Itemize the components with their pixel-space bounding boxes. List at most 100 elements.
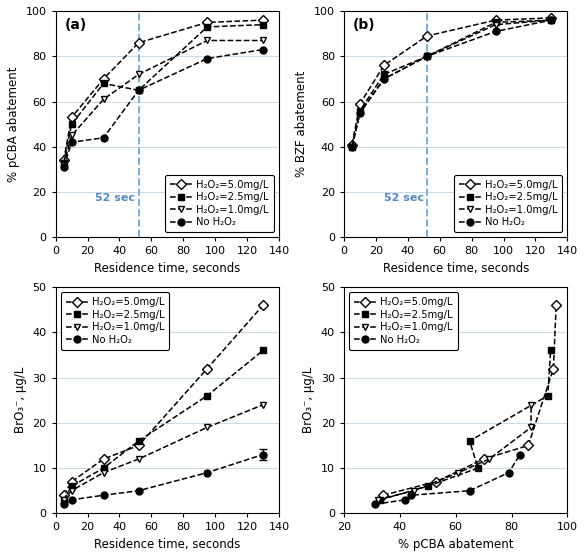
Line: H₂O₂=1.0mg/L: H₂O₂=1.0mg/L <box>60 401 267 503</box>
H₂O₂=5.0mg/L <box>349 141 356 148</box>
H₂O₂=1.0mg/L <box>260 37 267 44</box>
H₂O₂=1.0mg/L <box>60 497 67 503</box>
Y-axis label: % pCBA abatement: % pCBA abatement <box>7 66 20 182</box>
H₂O₂=1.0mg/L <box>548 17 555 23</box>
H₂O₂=1.0mg/L <box>135 456 142 463</box>
H₂O₂=2.5mg/L <box>100 80 107 87</box>
No H₂O₂ <box>135 87 142 94</box>
H₂O₂=5.0mg/L <box>204 19 211 26</box>
No H₂O₂ <box>356 109 363 116</box>
No H₂O₂ <box>60 501 67 508</box>
H₂O₂=5.0mg/L <box>433 478 440 485</box>
H₂O₂=2.5mg/L <box>68 483 75 489</box>
H₂O₂=5.0mg/L <box>60 157 67 163</box>
H₂O₂=2.5mg/L <box>260 347 267 354</box>
H₂O₂=5.0mg/L <box>100 456 107 463</box>
Text: 52 sec: 52 sec <box>95 194 135 203</box>
Legend: H₂O₂=5.0mg/L, H₂O₂=2.5mg/L, H₂O₂=1.0mg/L, No H₂O₂: H₂O₂=5.0mg/L, H₂O₂=2.5mg/L, H₂O₂=1.0mg/L… <box>166 175 274 232</box>
H₂O₂=2.5mg/L <box>349 143 356 150</box>
H₂O₂=5.0mg/L <box>135 442 142 449</box>
No H₂O₂ <box>100 134 107 141</box>
X-axis label: % pCBA abatement: % pCBA abatement <box>398 538 514 551</box>
No H₂O₂ <box>371 501 378 508</box>
Line: H₂O₂=1.0mg/L: H₂O₂=1.0mg/L <box>60 37 267 169</box>
Line: No H₂O₂: No H₂O₂ <box>349 17 555 150</box>
H₂O₂=1.0mg/L <box>486 456 493 463</box>
Line: No H₂O₂: No H₂O₂ <box>60 46 267 171</box>
H₂O₂=1.0mg/L <box>374 497 381 503</box>
H₂O₂=1.0mg/L <box>492 21 499 28</box>
Y-axis label: % BZF abatement: % BZF abatement <box>295 71 308 177</box>
H₂O₂=1.0mg/L <box>410 487 417 494</box>
No H₂O₂ <box>260 451 267 458</box>
H₂O₂=2.5mg/L <box>492 19 499 26</box>
H₂O₂=2.5mg/L <box>377 497 384 503</box>
H₂O₂=2.5mg/L <box>204 23 211 30</box>
H₂O₂=1.0mg/L <box>455 469 462 476</box>
Y-axis label: BrO₃⁻, μg/L: BrO₃⁻, μg/L <box>14 367 27 434</box>
No H₂O₂ <box>60 164 67 171</box>
No H₂O₂ <box>505 469 512 476</box>
Line: H₂O₂=2.5mg/L: H₂O₂=2.5mg/L <box>349 17 555 150</box>
H₂O₂=1.0mg/L <box>424 53 431 60</box>
No H₂O₂ <box>100 492 107 499</box>
Y-axis label: BrO₃⁻, μg/L: BrO₃⁻, μg/L <box>302 367 315 434</box>
No H₂O₂ <box>402 497 409 503</box>
Line: H₂O₂=2.5mg/L: H₂O₂=2.5mg/L <box>377 347 554 503</box>
H₂O₂=5.0mg/L <box>525 442 532 449</box>
Legend: H₂O₂=5.0mg/L, H₂O₂=2.5mg/L, H₂O₂=1.0mg/L, No H₂O₂: H₂O₂=5.0mg/L, H₂O₂=2.5mg/L, H₂O₂=1.0mg/L… <box>454 175 562 232</box>
Line: No H₂O₂: No H₂O₂ <box>60 451 267 508</box>
No H₂O₂ <box>204 55 211 62</box>
H₂O₂=2.5mg/L <box>466 437 473 444</box>
No H₂O₂ <box>492 28 499 35</box>
H₂O₂=5.0mg/L <box>356 100 363 107</box>
H₂O₂=5.0mg/L <box>204 365 211 372</box>
No H₂O₂ <box>68 139 75 146</box>
Line: H₂O₂=1.0mg/L: H₂O₂=1.0mg/L <box>349 17 555 150</box>
No H₂O₂ <box>424 53 431 60</box>
No H₂O₂ <box>204 469 211 476</box>
H₂O₂=5.0mg/L <box>492 17 499 23</box>
H₂O₂=2.5mg/L <box>424 483 431 489</box>
X-axis label: Residence time, seconds: Residence time, seconds <box>383 262 529 275</box>
Text: (c): (c) <box>64 294 85 308</box>
H₂O₂=5.0mg/L <box>553 302 560 309</box>
Text: 52 sec: 52 sec <box>384 194 424 203</box>
H₂O₂=2.5mg/L <box>68 121 75 128</box>
H₂O₂=1.0mg/L <box>260 401 267 408</box>
H₂O₂=1.0mg/L <box>68 132 75 139</box>
H₂O₂=2.5mg/L <box>204 392 211 399</box>
X-axis label: Residence time, seconds: Residence time, seconds <box>94 262 240 275</box>
Text: (d): (d) <box>353 294 376 308</box>
No H₂O₂ <box>466 487 473 494</box>
H₂O₂=5.0mg/L <box>380 492 387 499</box>
H₂O₂=5.0mg/L <box>100 75 107 82</box>
H₂O₂=1.0mg/L <box>135 71 142 78</box>
H₂O₂=5.0mg/L <box>135 40 142 46</box>
H₂O₂=2.5mg/L <box>135 437 142 444</box>
H₂O₂=1.0mg/L <box>100 96 107 103</box>
No H₂O₂ <box>517 451 524 458</box>
H₂O₂=1.0mg/L <box>204 424 211 431</box>
No H₂O₂ <box>260 46 267 53</box>
H₂O₂=5.0mg/L <box>550 365 557 372</box>
Text: (b): (b) <box>353 18 376 32</box>
Line: H₂O₂=2.5mg/L: H₂O₂=2.5mg/L <box>60 347 267 503</box>
H₂O₂=1.0mg/L <box>528 424 535 431</box>
H₂O₂=1.0mg/L <box>528 401 535 408</box>
Line: H₂O₂=5.0mg/L: H₂O₂=5.0mg/L <box>60 302 267 499</box>
H₂O₂=1.0mg/L <box>356 109 363 116</box>
H₂O₂=2.5mg/L <box>544 392 551 399</box>
Legend: H₂O₂=5.0mg/L, H₂O₂=2.5mg/L, H₂O₂=1.0mg/L, No H₂O₂: H₂O₂=5.0mg/L, H₂O₂=2.5mg/L, H₂O₂=1.0mg/L… <box>61 292 169 350</box>
Line: H₂O₂=5.0mg/L: H₂O₂=5.0mg/L <box>349 15 555 148</box>
No H₂O₂ <box>349 143 356 150</box>
Legend: H₂O₂=5.0mg/L, H₂O₂=2.5mg/L, H₂O₂=1.0mg/L, No H₂O₂: H₂O₂=5.0mg/L, H₂O₂=2.5mg/L, H₂O₂=1.0mg/L… <box>349 292 457 350</box>
H₂O₂=2.5mg/L <box>60 159 67 166</box>
H₂O₂=2.5mg/L <box>548 17 555 23</box>
H₂O₂=1.0mg/L <box>68 487 75 494</box>
Text: (a): (a) <box>64 18 87 32</box>
H₂O₂=5.0mg/L <box>380 62 387 69</box>
H₂O₂=5.0mg/L <box>480 456 487 463</box>
H₂O₂=5.0mg/L <box>60 492 67 499</box>
H₂O₂=5.0mg/L <box>68 114 75 121</box>
